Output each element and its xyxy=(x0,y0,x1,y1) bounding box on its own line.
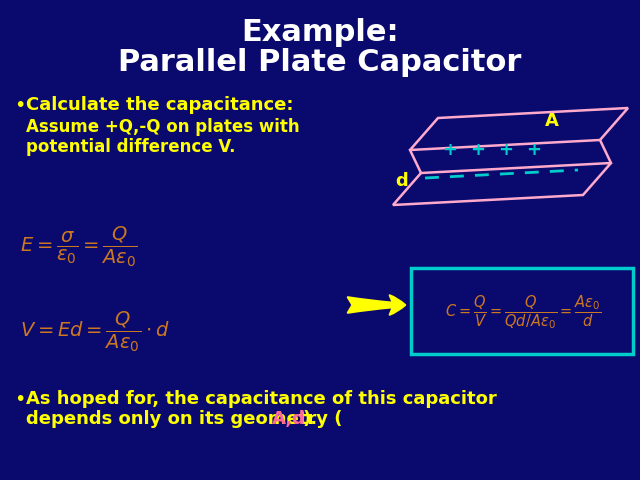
Text: A,d: A,d xyxy=(272,410,306,428)
Text: ).: ). xyxy=(302,410,317,428)
Text: +: + xyxy=(470,141,486,159)
Text: Calculate the capacitance:: Calculate the capacitance: xyxy=(26,96,294,114)
Text: Parallel Plate Capacitor: Parallel Plate Capacitor xyxy=(118,48,522,77)
Text: $V = Ed = \dfrac{Q}{A\varepsilon_0} \cdot d$: $V = Ed = \dfrac{Q}{A\varepsilon_0} \cdo… xyxy=(20,310,170,354)
Text: •: • xyxy=(14,96,26,115)
Text: $C = \dfrac{Q}{V} = \dfrac{Q}{Qd/A\varepsilon_0} = \dfrac{A\epsilon_0}{d}$: $C = \dfrac{Q}{V} = \dfrac{Q}{Qd/A\varep… xyxy=(445,293,602,331)
Text: depends only on its geometry (: depends only on its geometry ( xyxy=(26,410,342,428)
Text: A: A xyxy=(545,112,559,130)
Text: d: d xyxy=(395,172,408,190)
FancyBboxPatch shape xyxy=(411,268,633,354)
Text: •: • xyxy=(14,390,26,409)
Text: +: + xyxy=(499,141,513,159)
Text: As hoped for, the capacitance of this capacitor: As hoped for, the capacitance of this ca… xyxy=(26,390,497,408)
Text: +: + xyxy=(527,141,541,159)
Text: $E = \dfrac{\sigma}{\varepsilon_0} = \dfrac{Q}{A\varepsilon_0}$: $E = \dfrac{\sigma}{\varepsilon_0} = \df… xyxy=(20,225,138,269)
Text: potential difference V.: potential difference V. xyxy=(26,138,236,156)
Text: Example:: Example: xyxy=(241,18,399,47)
Text: +: + xyxy=(442,141,458,159)
Text: Assume +Q,-Q on plates with: Assume +Q,-Q on plates with xyxy=(26,118,300,136)
